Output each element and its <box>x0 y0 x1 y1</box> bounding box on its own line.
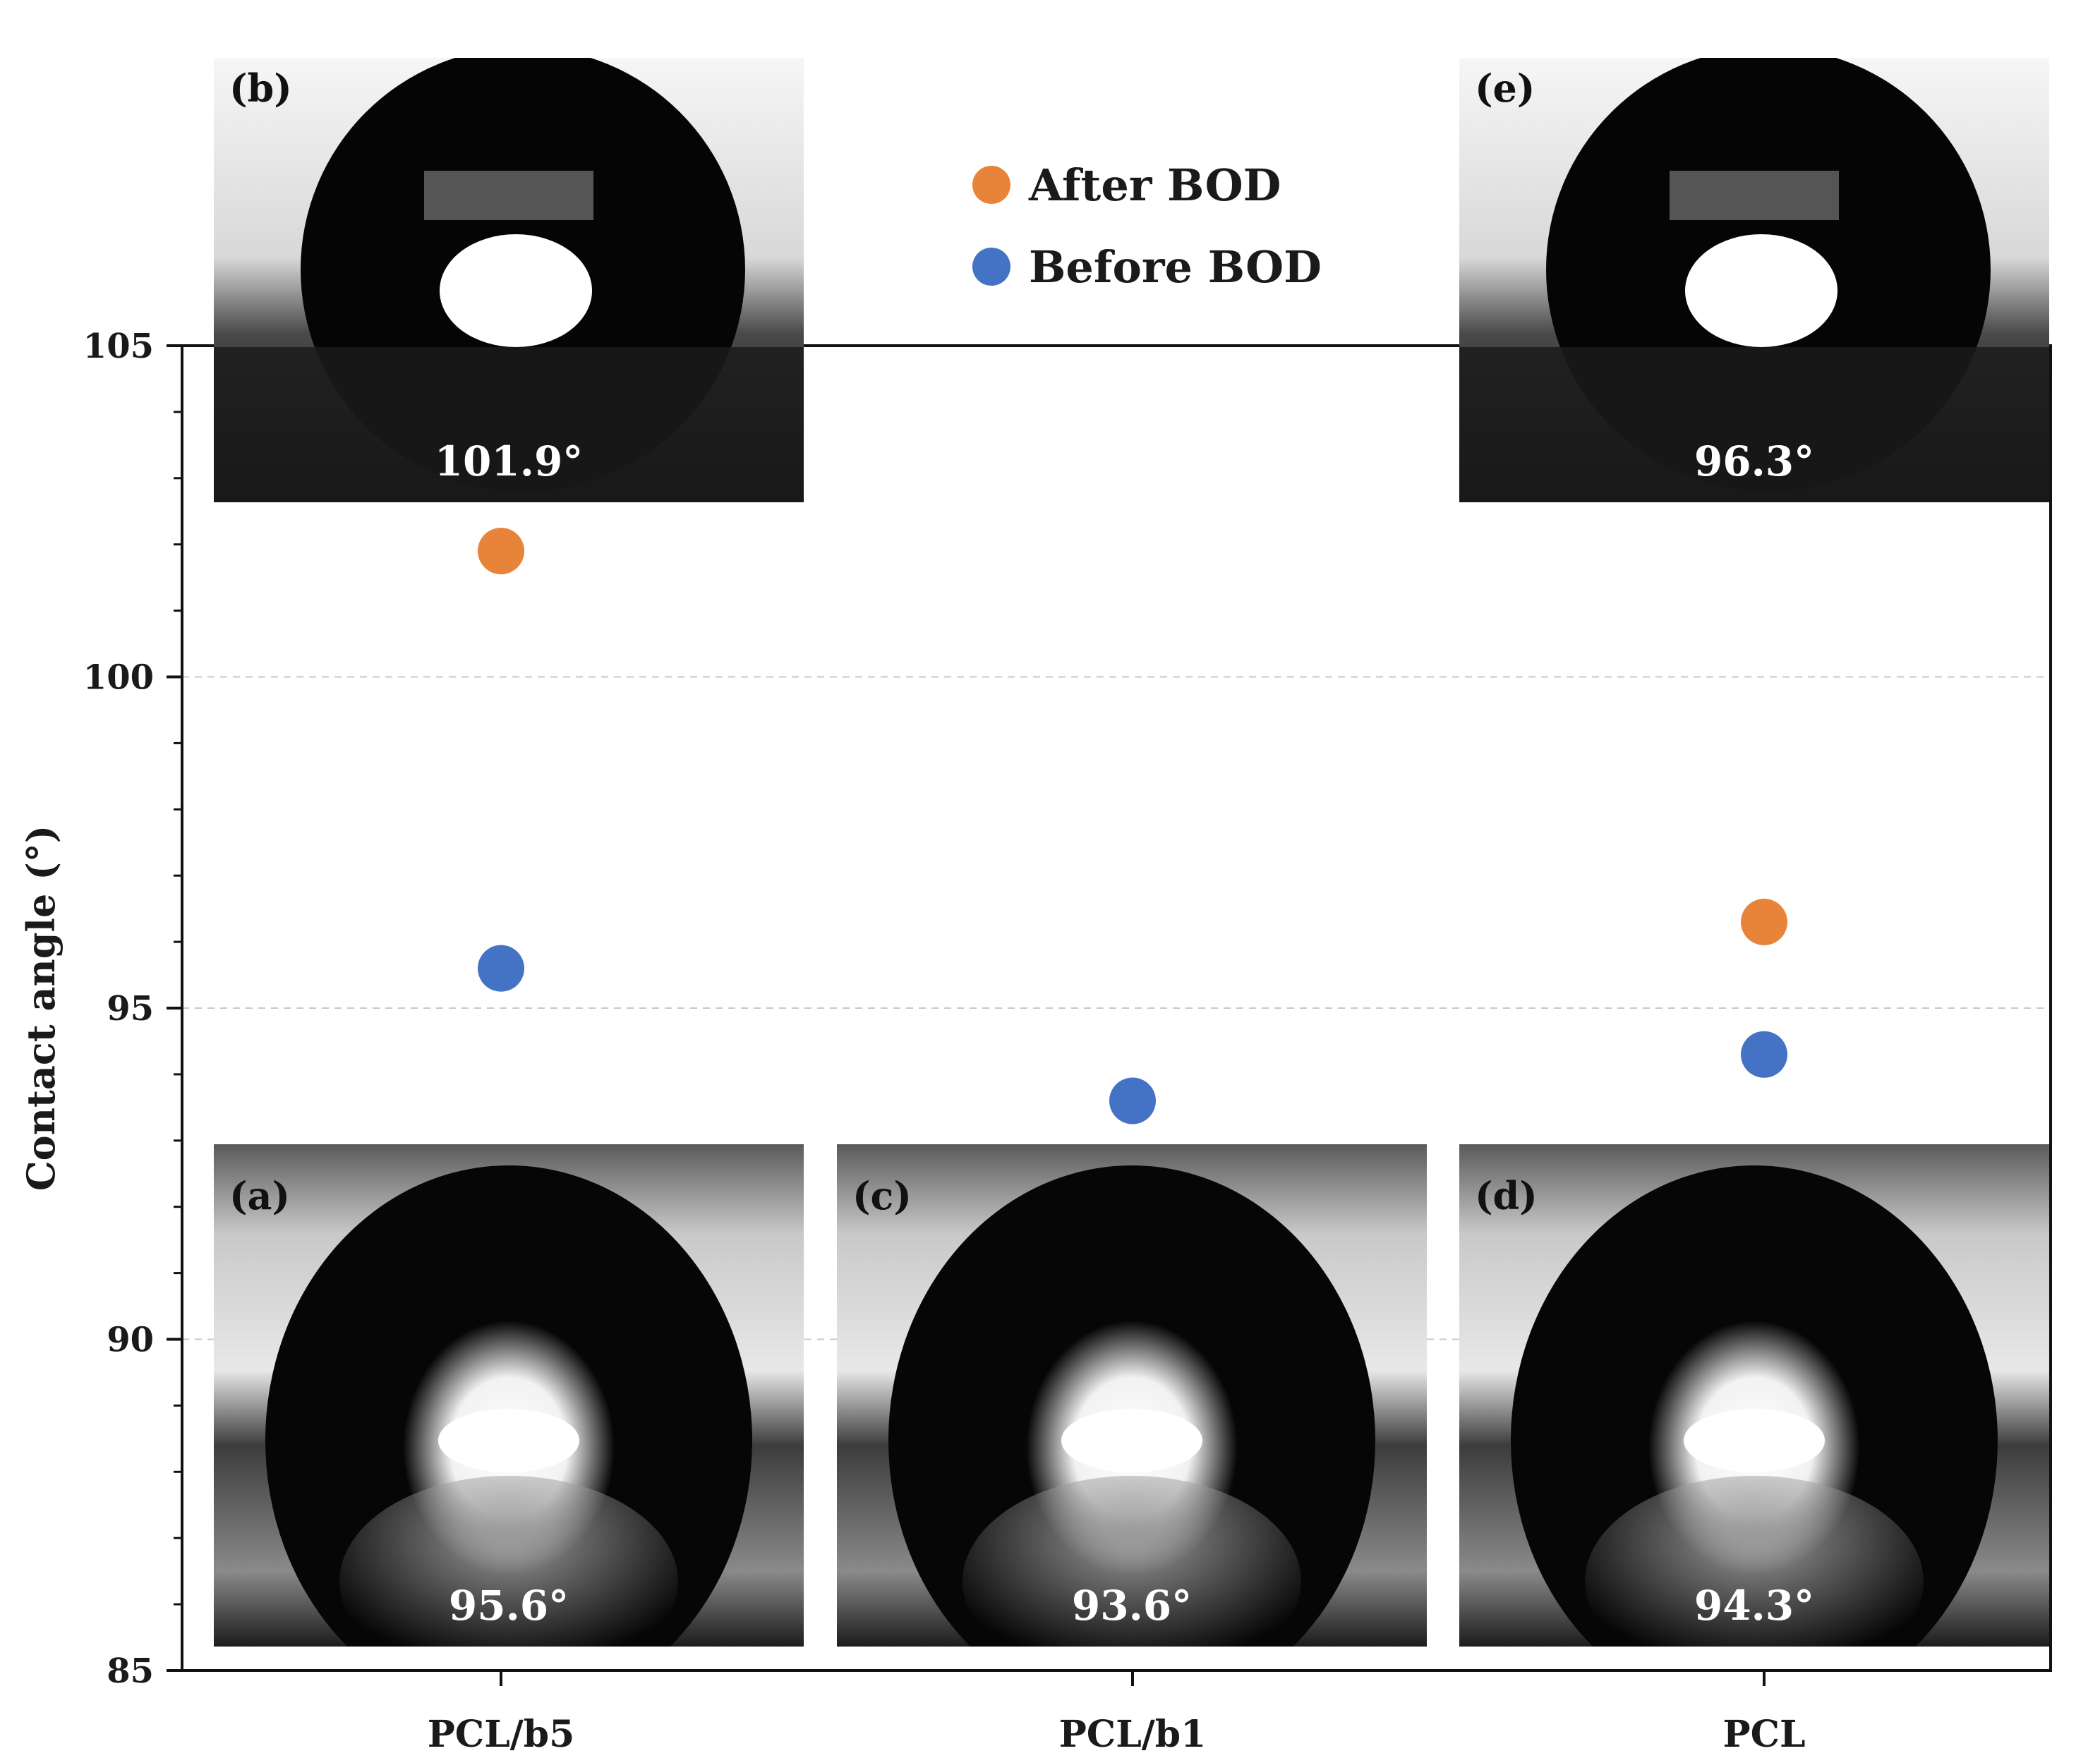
inset-panel-a: (a) 95.6° <box>214 1144 804 1647</box>
data-point-before-2 <box>1741 1031 1787 1078</box>
legend-marker <box>972 166 1010 204</box>
inset-panel-d: (d) 94.3° <box>1459 1144 2049 1647</box>
inset-panel-b: (b) 101.9° <box>214 58 804 502</box>
y-tick-label: 85 <box>107 1651 154 1691</box>
x-axis: PCL/b5 PCL/b1 PCL <box>428 1671 1806 1756</box>
data-point-before-1 <box>1109 1077 1156 1124</box>
substrate <box>1459 347 2049 502</box>
light-spot <box>1684 1409 1825 1472</box>
lower-glow <box>962 1476 1301 1647</box>
panel-angle-label: 101.9° <box>435 437 584 485</box>
droplet-photo <box>1459 1144 2049 1647</box>
x-category-label: PCL <box>1722 1713 1805 1756</box>
panel-angle-label: 96.3° <box>1694 437 1814 485</box>
y-axis-title: Contact angle (°) <box>18 825 64 1192</box>
droplet-photo <box>214 1144 804 1647</box>
x-category-label: PCL/b5 <box>428 1713 575 1756</box>
x-category-label: PCL/b1 <box>1059 1713 1207 1756</box>
data-point-before-0 <box>478 945 524 992</box>
panel-letter: (c) <box>852 1173 912 1218</box>
panel-angle-label: 93.6° <box>1072 1582 1192 1630</box>
droplet-photo <box>1459 58 2049 502</box>
lower-glow <box>1585 1476 1924 1647</box>
data-point-after-0 <box>478 528 524 575</box>
lower-glow <box>339 1476 678 1647</box>
panel-letter: (b) <box>229 66 292 111</box>
panel-letter: (a) <box>229 1173 290 1218</box>
inset-panel-c: (c) 93.6° <box>837 1144 1427 1647</box>
y-tick-label: 95 <box>107 989 154 1029</box>
substrate <box>214 347 804 502</box>
y-tick-label: 100 <box>83 658 154 698</box>
y-axis: 85 90 95 100 105 <box>83 327 182 1691</box>
legend: After BOD Before BOD <box>972 159 1322 293</box>
light-spot <box>1061 1409 1202 1472</box>
inset-panel-e: (e) 96.3° <box>1459 58 2049 502</box>
legend-marker <box>972 248 1010 286</box>
reflection-band <box>424 171 593 220</box>
reflection-band <box>1670 171 1839 220</box>
panel-letter: (d) <box>1475 1173 1538 1218</box>
data-points <box>478 528 1787 1124</box>
panel-letter: (e) <box>1475 66 1535 111</box>
light-spot <box>438 1409 579 1472</box>
light-spot <box>440 234 592 347</box>
droplet-photo <box>214 58 804 502</box>
light-spot <box>1685 234 1838 347</box>
data-point-after-2 <box>1741 898 1787 945</box>
panel-angle-label: 94.3° <box>1694 1582 1814 1630</box>
y-tick-label: 105 <box>83 327 154 366</box>
panel-angle-label: 95.6° <box>449 1582 569 1630</box>
droplet-photo <box>837 1144 1427 1647</box>
legend-label: Before BOD <box>1029 241 1322 293</box>
y-tick-label: 90 <box>107 1321 154 1360</box>
legend-label: After BOD <box>1028 159 1281 211</box>
droplet-insets: (b) 101.9° (e) 96.3° (a) 95.6° (c) 93.6° (d) 94.3… <box>214 58 2049 1647</box>
